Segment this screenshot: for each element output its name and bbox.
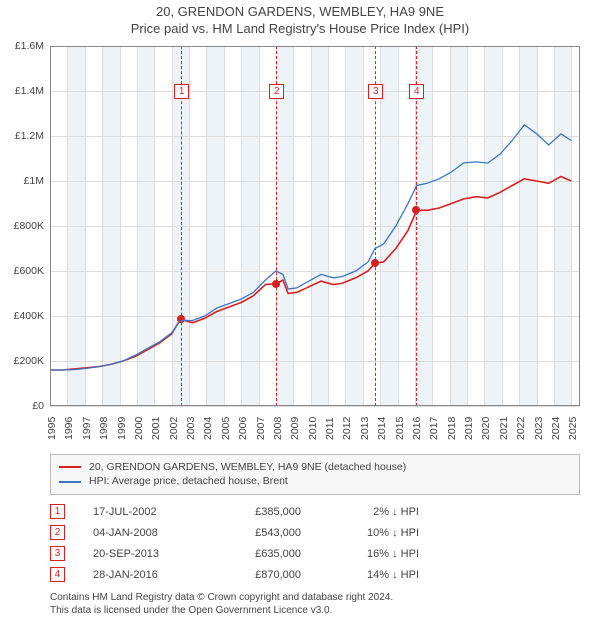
sales-row-date: 20-SEP-2013 xyxy=(93,548,193,560)
sales-row-num: 3 xyxy=(50,546,65,561)
x-tick-label: 2015 xyxy=(394,416,406,439)
x-tick-label: 2008 xyxy=(272,416,284,439)
y-tick-label: £0 xyxy=(32,400,44,412)
legend: 20, GRENDON GARDENS, WEMBLEY, HA9 9NE (d… xyxy=(50,454,580,495)
credits-line2: This data is licensed under the Open Gov… xyxy=(50,604,580,617)
x-tick-label: 2019 xyxy=(463,416,475,439)
x-tick-label: 1998 xyxy=(98,416,110,439)
x-tick-label: 2021 xyxy=(498,416,510,439)
x-tick-label: 2009 xyxy=(289,416,301,439)
x-tick-label: 2011 xyxy=(324,417,336,440)
x-tick-label: 2014 xyxy=(376,416,388,439)
legend-label: HPI: Average price, detached house, Bren… xyxy=(89,474,288,489)
series-property xyxy=(50,176,571,370)
sales-row-date: 28-JAN-2016 xyxy=(93,569,193,581)
x-tick-label: 2010 xyxy=(307,416,319,439)
y-tick-label: £1M xyxy=(24,175,44,187)
x-tick-label: 2023 xyxy=(533,416,545,439)
x-tick-label: 2003 xyxy=(185,416,197,439)
sales-row-delta: 2% ↓ HPI xyxy=(329,506,419,518)
sales-row-delta: 16% ↓ HPI xyxy=(329,548,419,560)
series-hpi xyxy=(50,125,571,370)
x-tick-label: 2020 xyxy=(480,416,492,439)
x-tick-label: 2025 xyxy=(567,416,579,439)
sales-row-delta: 14% ↓ HPI xyxy=(329,569,419,581)
x-tick-label: 2002 xyxy=(168,416,180,439)
y-tick-label: £600K xyxy=(14,265,44,277)
sales-row-num: 2 xyxy=(50,525,65,540)
y-tick-label: £400K xyxy=(14,310,44,322)
y-axis: £0£200K£400K£600K£800K£1M£1.2M£1.4M£1.6M xyxy=(4,46,44,406)
legend-swatch xyxy=(59,466,81,468)
x-tick-label: 2013 xyxy=(359,416,371,439)
sales-row: 3 20-SEP-2013 £635,000 16% ↓ HPI xyxy=(50,543,580,564)
x-tick-label: 2022 xyxy=(515,416,527,439)
data-credits: Contains HM Land Registry data © Crown c… xyxy=(50,591,580,617)
x-tick-label: 1999 xyxy=(116,416,128,439)
x-tick-label: 2000 xyxy=(133,416,145,439)
sales-row-num: 1 xyxy=(50,504,65,519)
sales-row-price: £385,000 xyxy=(221,506,301,518)
y-tick-label: £200K xyxy=(14,355,44,367)
y-tick-label: £800K xyxy=(14,220,44,232)
sales-row-price: £543,000 xyxy=(221,527,301,539)
x-tick-label: 2005 xyxy=(220,416,232,439)
x-tick-label: 1995 xyxy=(46,416,58,439)
chart-title-line1: 20, GRENDON GARDENS, WEMBLEY, HA9 9NE xyxy=(0,4,600,21)
sales-row-delta: 10% ↓ HPI xyxy=(329,527,419,539)
chart-title: 20, GRENDON GARDENS, WEMBLEY, HA9 9NE Pr… xyxy=(0,0,600,38)
sales-row: 2 04-JAN-2008 £543,000 10% ↓ HPI xyxy=(50,522,580,543)
x-tick-label: 2017 xyxy=(428,416,440,439)
x-tick-label: 2004 xyxy=(202,416,214,439)
sales-row-date: 04-JAN-2008 xyxy=(93,527,193,539)
sales-row-date: 17-JUL-2002 xyxy=(93,506,193,518)
sales-row-price: £870,000 xyxy=(221,569,301,581)
y-tick-label: £1.4M xyxy=(15,85,44,97)
chart-title-line2: Price paid vs. HM Land Registry's House … xyxy=(0,21,600,38)
x-tick-label: 1996 xyxy=(63,416,75,439)
x-axis: 1995199619971998199920002001200220032004… xyxy=(50,406,580,446)
x-tick-label: 2024 xyxy=(550,416,562,439)
credits-line1: Contains HM Land Registry data © Crown c… xyxy=(50,591,580,604)
sales-table: 1 17-JUL-2002 £385,000 2% ↓ HPI 2 04-JAN-2008… xyxy=(50,501,580,585)
legend-label: 20, GRENDON GARDENS, WEMBLEY, HA9 9NE (d… xyxy=(89,460,406,475)
x-tick-label: 2007 xyxy=(255,416,267,439)
y-tick-label: £1.2M xyxy=(15,130,44,142)
legend-swatch xyxy=(59,481,81,483)
price-chart: 20, GRENDON GARDENS, WEMBLEY, HA9 9NE Pr… xyxy=(0,0,600,617)
sales-row: 1 17-JUL-2002 £385,000 2% ↓ HPI xyxy=(50,501,580,522)
sales-row: 4 28-JAN-2016 £870,000 14% ↓ HPI xyxy=(50,564,580,585)
plot-area: 1234 £0£200K£400K£600K£800K£1M£1.2M£1.4M… xyxy=(50,46,580,406)
x-tick-label: 1997 xyxy=(81,416,93,439)
x-tick-label: 2012 xyxy=(341,416,353,439)
x-tick-label: 2006 xyxy=(237,416,249,439)
x-tick-label: 2001 xyxy=(150,416,162,439)
chart-lines xyxy=(50,46,580,406)
y-tick-label: £1.6M xyxy=(15,40,44,52)
x-tick-label: 2018 xyxy=(446,416,458,439)
legend-row: 20, GRENDON GARDENS, WEMBLEY, HA9 9NE (d… xyxy=(59,460,571,475)
legend-row: HPI: Average price, detached house, Bren… xyxy=(59,474,571,489)
sales-row-num: 4 xyxy=(50,567,65,582)
sales-row-price: £635,000 xyxy=(221,548,301,560)
x-tick-label: 2016 xyxy=(411,416,423,439)
